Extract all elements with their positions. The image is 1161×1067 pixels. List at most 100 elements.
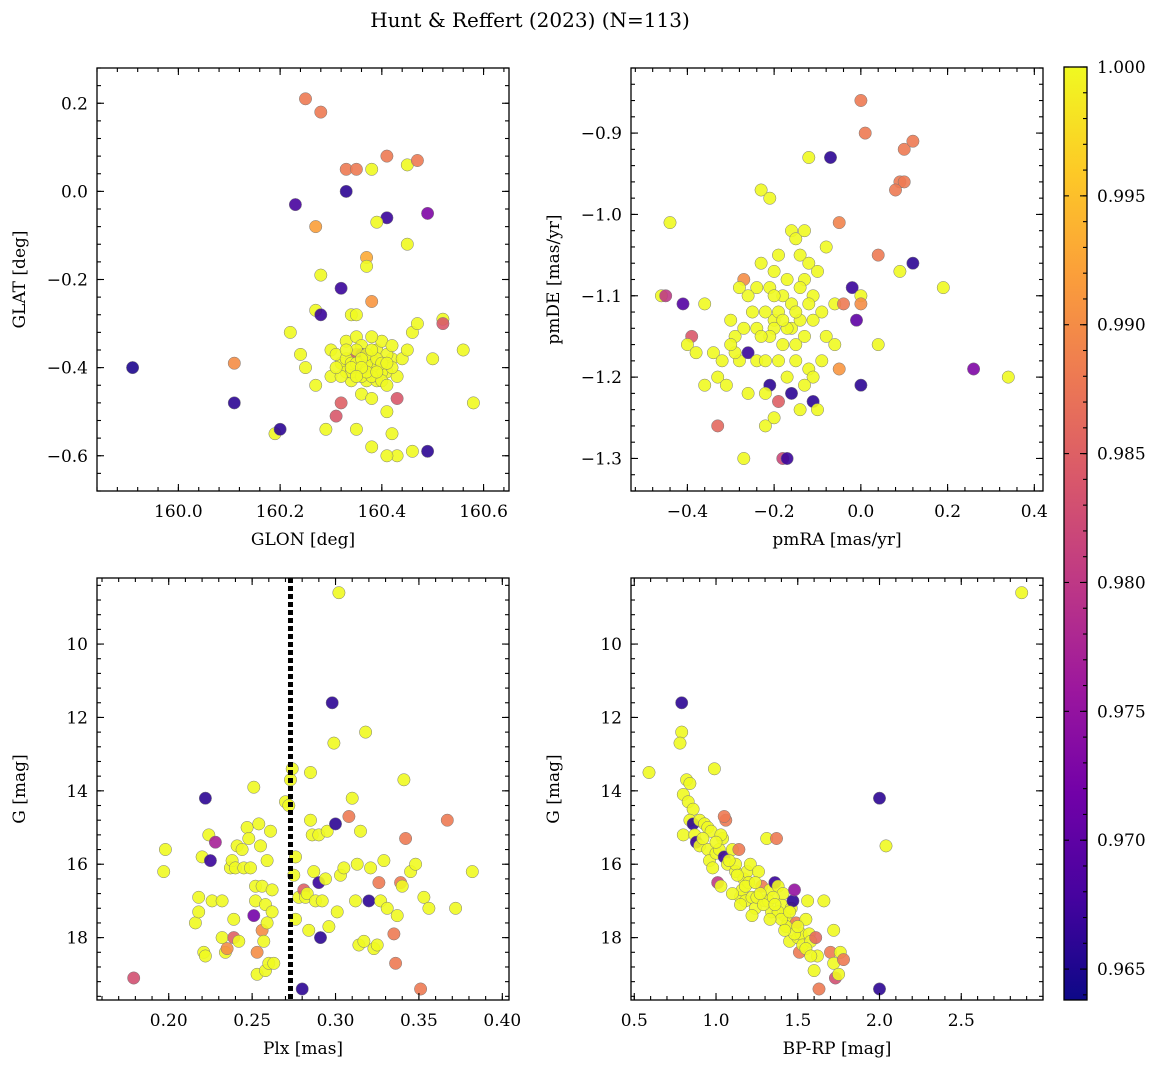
data-point (288, 198, 302, 212)
data-point (767, 264, 781, 278)
data-point (349, 162, 363, 176)
data-point (1015, 586, 1029, 600)
data-point (304, 766, 317, 779)
data-point (758, 354, 772, 368)
data-point (232, 934, 246, 948)
data-point (801, 894, 815, 908)
axes-frame (630, 577, 1044, 1001)
data-point (349, 369, 363, 383)
data-point (410, 317, 424, 331)
data-point (227, 356, 241, 370)
data-point (365, 343, 379, 357)
data-point (198, 791, 212, 805)
y-tick-label: 12 (66, 708, 88, 728)
data-point (659, 289, 673, 303)
y-tick-label: 18 (600, 929, 622, 949)
data-point (686, 802, 700, 816)
data-point (706, 861, 720, 875)
data-point (265, 883, 279, 897)
data-point (758, 386, 772, 400)
x-axis-label: BP-RP [mag] (783, 1039, 892, 1059)
x-tick-label: −0.2 (753, 502, 794, 522)
data-point (350, 857, 364, 871)
data-point (436, 317, 450, 331)
data-point (789, 305, 803, 319)
data-point (360, 259, 374, 273)
x-tick-label: 1.5 (784, 1011, 811, 1031)
data-point (240, 821, 254, 834)
data-point (683, 777, 697, 790)
data-point (763, 191, 777, 205)
data-point (793, 281, 807, 295)
colorbar: 0.965 0.970 0.975 0.980 0.985 0.990 0.995 1.000 (1063, 58, 1146, 1001)
x-tick-label: 0.0 (847, 502, 874, 522)
data-point (387, 927, 401, 941)
data-point (417, 890, 431, 904)
axes-frame (96, 577, 510, 1001)
data-point (756, 898, 770, 912)
data-point (741, 346, 755, 360)
data-point (345, 791, 359, 805)
colorbar-tick-label: 0.970 (1097, 831, 1146, 851)
data-point (400, 343, 414, 357)
data-point (889, 183, 902, 197)
data-point (364, 861, 378, 875)
data-point (807, 964, 821, 978)
data-point (676, 297, 690, 311)
y-tick-label: 14 (600, 782, 622, 802)
data-point (734, 898, 747, 912)
data-point (465, 865, 479, 879)
axes-frame (630, 67, 1044, 492)
data-point (743, 857, 757, 871)
y-tick-label: −1.0 (581, 205, 622, 225)
data-point (732, 843, 746, 856)
data-point (314, 268, 328, 282)
x-tick-label: 2.5 (948, 1011, 975, 1031)
data-point (714, 879, 728, 893)
data-point (365, 440, 379, 454)
data-point (260, 854, 274, 868)
data-point (897, 175, 911, 189)
data-point (399, 832, 413, 845)
data-point (244, 861, 257, 875)
data-point (758, 419, 772, 433)
data-point (783, 905, 797, 919)
data-point (273, 422, 287, 436)
data-point (780, 452, 794, 465)
panel-bprp-g: 0.5 1.0 1.5 2.0 2.5 10 12 14 16 18 BP-RP [mag] G [m… (544, 577, 1044, 1059)
data-point (227, 912, 241, 926)
x-tick-label: 0.5 (621, 1011, 648, 1031)
data-point (837, 953, 850, 967)
data-point (906, 134, 920, 148)
data-point (793, 403, 807, 417)
data-point (737, 321, 751, 335)
data-point (793, 248, 807, 262)
y-tick-label: 10 (600, 635, 622, 655)
y-tick-label: −1.2 (581, 368, 622, 388)
data-point (828, 338, 842, 352)
data-point (365, 392, 379, 405)
data-point (798, 329, 811, 343)
y-axis-label: GLAT [deg] (10, 230, 30, 328)
data-point (380, 901, 394, 915)
data-point (257, 934, 271, 948)
scatter-points (654, 94, 1015, 465)
data-point (299, 361, 312, 375)
data-point (893, 264, 907, 278)
data-point (188, 916, 202, 930)
data-point (235, 843, 249, 856)
data-point (798, 224, 811, 238)
data-point (365, 295, 379, 308)
data-point (421, 206, 435, 220)
data-point (845, 281, 859, 295)
data-point (342, 810, 356, 823)
data-point (127, 971, 141, 985)
data-point (832, 216, 846, 230)
data-point (307, 865, 321, 879)
data-point (354, 824, 367, 838)
data-point (315, 894, 329, 908)
data-point (789, 338, 803, 352)
data-point (314, 105, 328, 119)
y-tick-label: 10 (66, 635, 88, 655)
